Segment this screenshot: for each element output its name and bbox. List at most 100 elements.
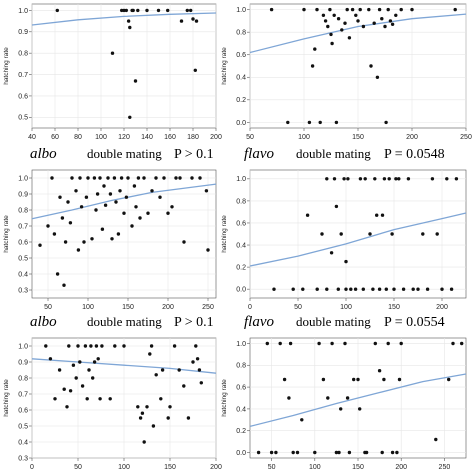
data-point <box>124 195 129 199</box>
data-point <box>353 287 358 291</box>
data-point <box>313 47 317 51</box>
data-point <box>118 189 122 193</box>
data-point <box>390 22 395 26</box>
data-point <box>334 120 339 125</box>
data-point <box>453 7 457 12</box>
data-point <box>108 192 113 196</box>
data-point <box>300 418 304 422</box>
data-point <box>172 344 177 348</box>
x-tick-label: 150 <box>352 134 364 141</box>
y-tick-label: 0.5 <box>18 115 28 122</box>
data-point <box>367 7 371 12</box>
y-tick-label: 0.7 <box>18 391 28 398</box>
data-point <box>149 344 154 348</box>
x-tick-label: 100 <box>340 304 352 311</box>
x-tick-label: 50 <box>246 134 254 141</box>
data-point <box>382 177 387 181</box>
data-point <box>369 64 373 68</box>
data-point <box>197 368 202 372</box>
data-point <box>170 205 174 209</box>
x-tick-label: 60 <box>51 134 59 141</box>
data-point <box>330 341 334 346</box>
data-point <box>76 248 81 252</box>
panel-3: 0.3 0.4 0.5 0.6 0.7 0.8 0.9 1.0 50 100 150 200 250 ha… <box>3 169 217 311</box>
data-point <box>380 213 385 217</box>
data-point <box>383 24 387 29</box>
data-point <box>339 232 343 236</box>
y-tick-label: 0.8 <box>236 30 246 37</box>
data-point <box>342 177 346 181</box>
data-point <box>128 115 132 120</box>
data-point <box>83 344 88 348</box>
data-point <box>399 341 403 346</box>
data-point <box>84 195 89 199</box>
data-point <box>377 7 382 12</box>
data-point <box>269 450 274 455</box>
data-point <box>122 211 126 215</box>
x-tick-label: 80 <box>74 134 82 141</box>
y-tick-label: 0.0 <box>236 450 246 457</box>
x-tick-label: 200 <box>436 304 448 311</box>
data-point <box>206 248 210 252</box>
data-point <box>71 363 76 367</box>
x-tick-label: 150 <box>352 464 364 471</box>
x-tick-label: 160 <box>164 134 176 141</box>
data-point <box>301 287 305 291</box>
data-point <box>90 237 94 241</box>
data-point <box>190 176 194 180</box>
data-point <box>124 8 128 13</box>
data-point <box>317 341 321 346</box>
data-point <box>361 24 366 29</box>
data-point <box>140 411 145 415</box>
data-point <box>392 287 396 291</box>
data-point <box>100 227 105 231</box>
data-point <box>372 21 376 25</box>
data-point <box>397 177 401 181</box>
data-point <box>329 251 334 255</box>
data-point <box>194 344 198 348</box>
y-tick-label: 0.5 <box>18 255 28 262</box>
x-tick-label: 100 <box>309 464 321 471</box>
data-point <box>399 7 403 12</box>
data-point <box>373 341 377 346</box>
x-tick-label: 180 <box>187 134 199 141</box>
data-point <box>94 208 98 212</box>
data-point <box>326 24 330 29</box>
data-point <box>126 19 131 23</box>
data-point <box>166 211 170 215</box>
data-point <box>62 387 66 391</box>
x-tick-label: 250 <box>439 464 451 471</box>
data-point <box>86 176 90 180</box>
data-point <box>106 176 110 180</box>
y-tick-label: 1.0 <box>18 175 28 182</box>
x-tick-label: 50 <box>44 304 52 311</box>
data-point <box>361 287 365 291</box>
data-point <box>179 19 184 23</box>
data-point <box>89 344 93 348</box>
data-point <box>305 213 310 217</box>
data-point <box>102 184 106 188</box>
data-point <box>336 17 341 21</box>
data-point <box>174 176 178 180</box>
data-point <box>191 360 195 364</box>
y-axis-title: hatching rate <box>221 47 228 85</box>
data-point <box>332 13 336 17</box>
data-point <box>347 36 352 40</box>
data-point <box>382 377 386 382</box>
data-point <box>325 177 329 181</box>
x-tick-label: 200 <box>395 464 407 471</box>
data-point <box>435 232 439 236</box>
data-point <box>136 8 140 13</box>
y-tick-label: 0.3 <box>18 455 28 462</box>
data-point <box>112 176 117 180</box>
data-point <box>323 19 328 23</box>
data-point <box>110 237 114 241</box>
data-point <box>70 176 74 180</box>
data-point <box>265 341 269 346</box>
data-point <box>119 176 124 180</box>
data-point <box>356 377 360 382</box>
data-point <box>46 224 50 228</box>
data-point <box>325 287 329 291</box>
x-tick-label: 150 <box>388 304 400 311</box>
data-point <box>136 176 141 180</box>
